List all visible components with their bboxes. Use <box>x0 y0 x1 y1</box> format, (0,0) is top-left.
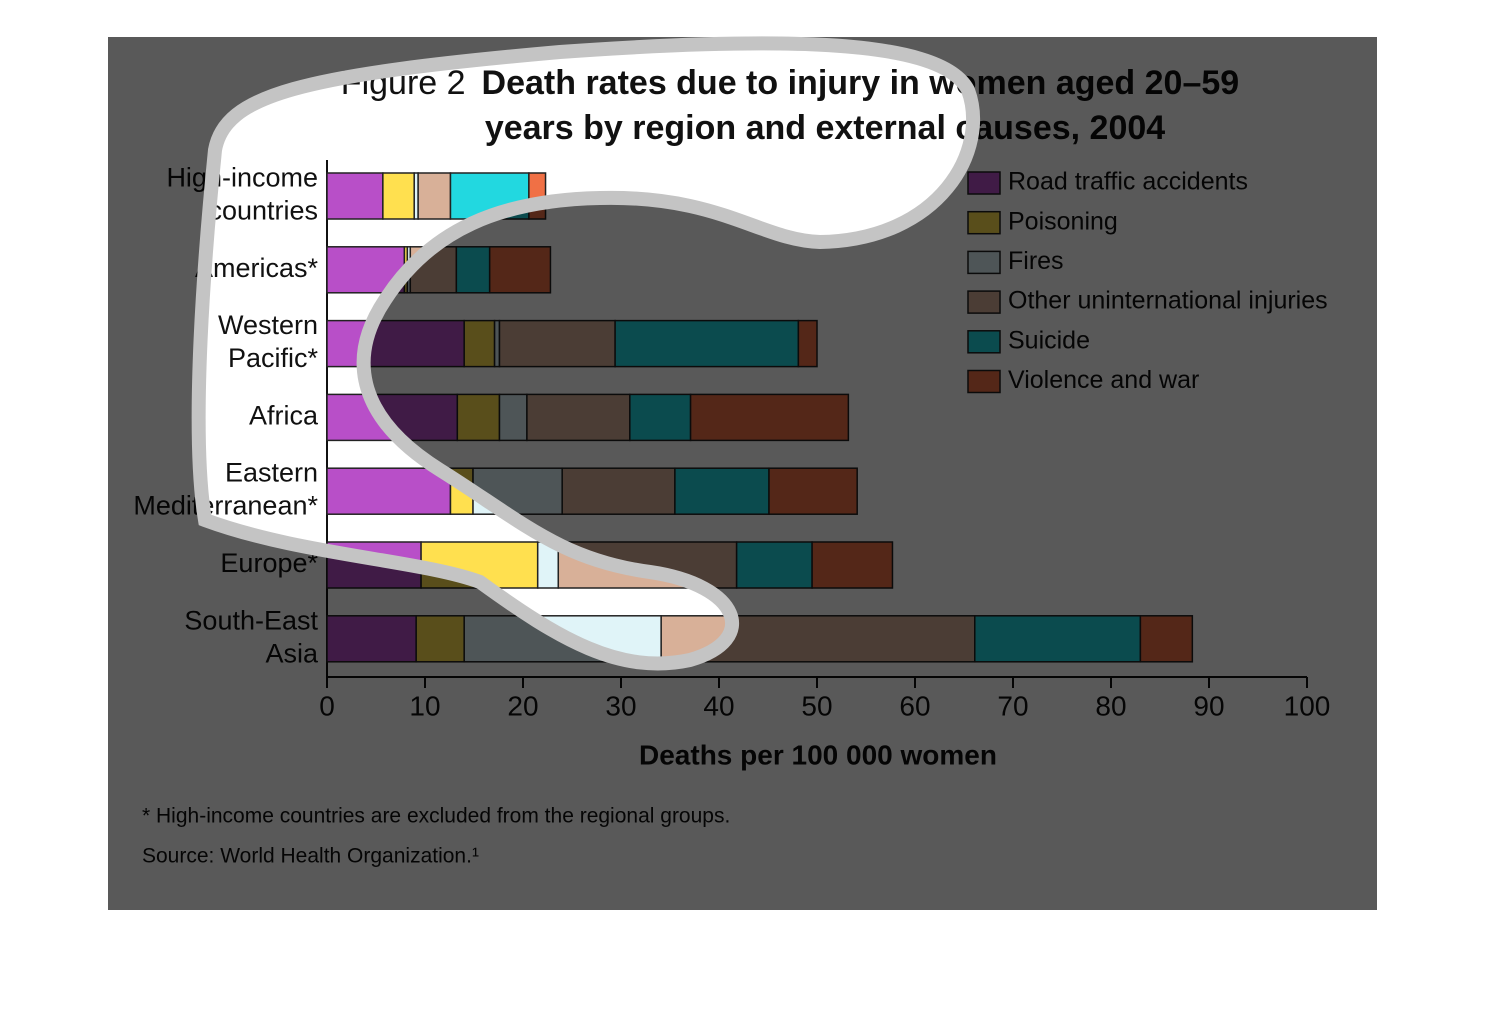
spotlight-ring <box>191 36 980 671</box>
dim-overlay <box>108 37 1377 910</box>
